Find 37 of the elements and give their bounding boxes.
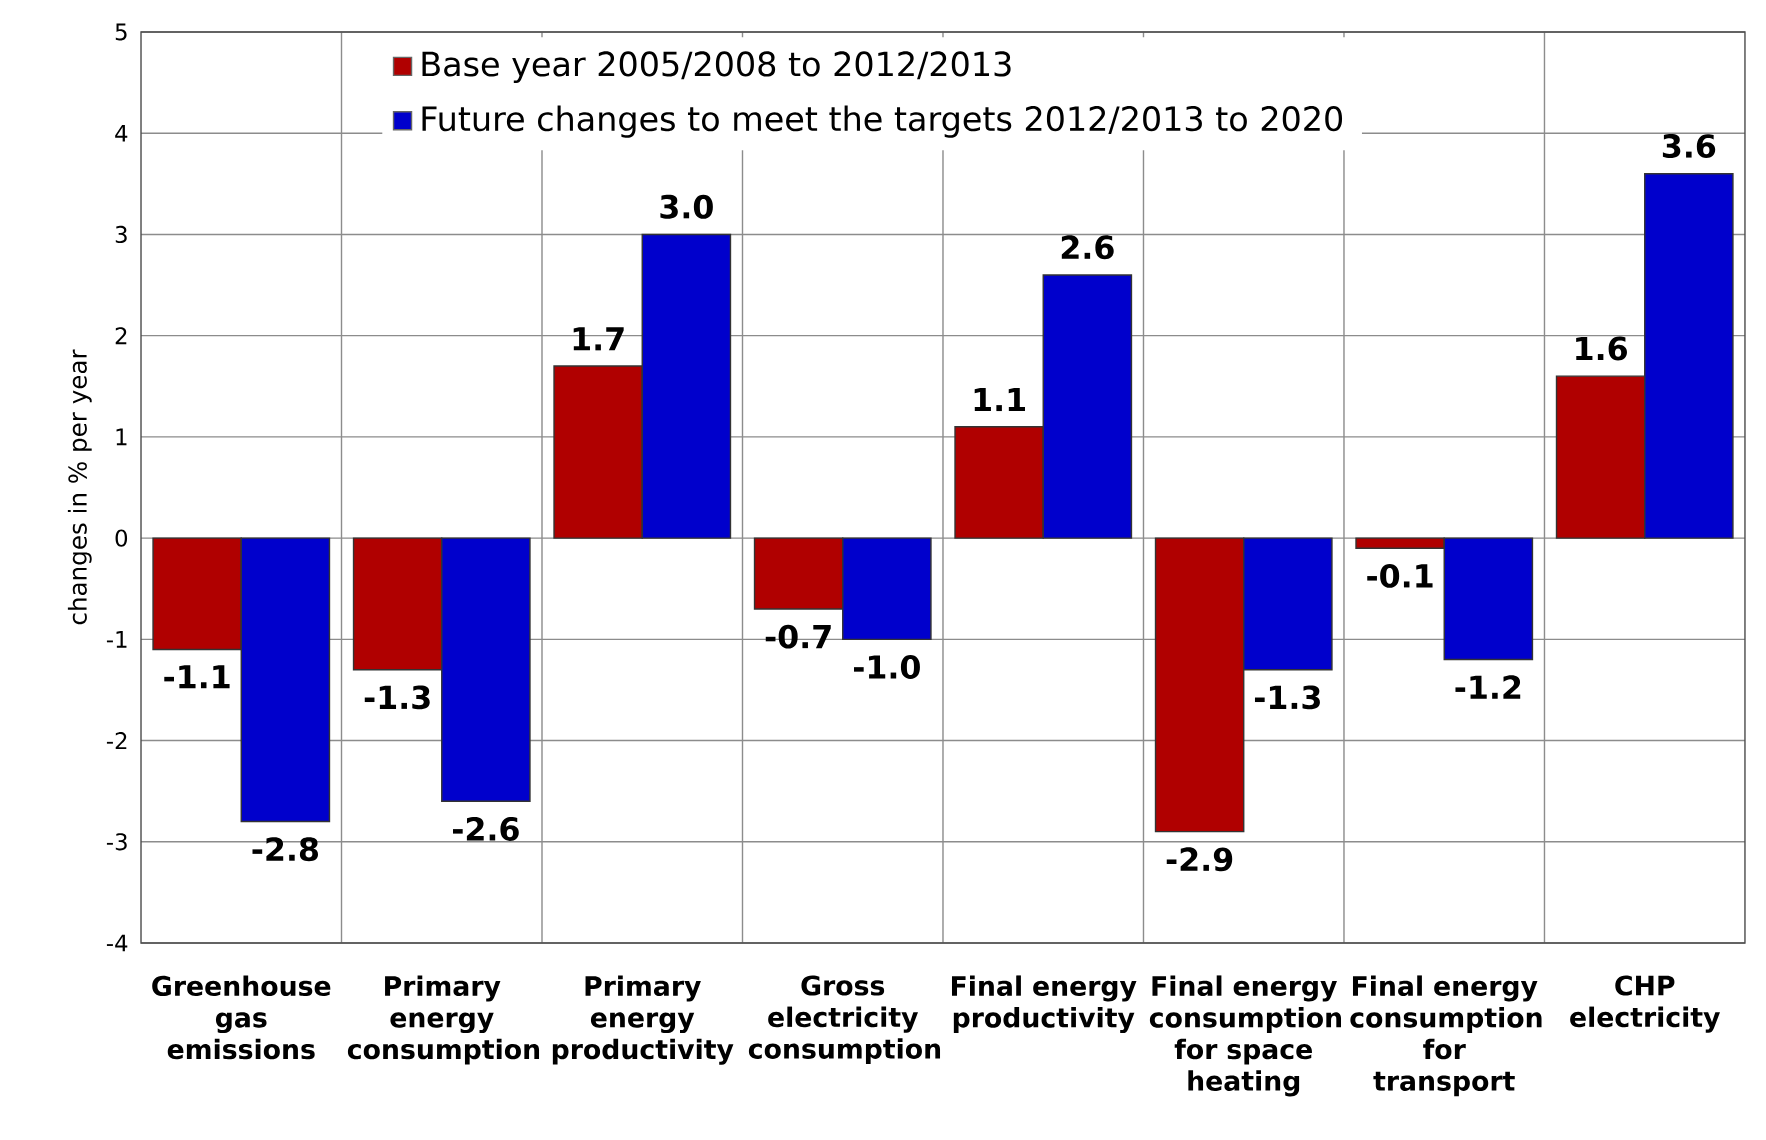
y-tick-label: 1 bbox=[116, 428, 127, 446]
data-label: 1.7 bbox=[573, 327, 624, 351]
data-label: 1.6 bbox=[1576, 336, 1627, 361]
data-label: 3.0 bbox=[660, 194, 713, 219]
y-axis-title: changes in % per year bbox=[67, 349, 92, 625]
data-label: -1.1 bbox=[164, 665, 230, 689]
x-tick-label: Primary energy consumption bbox=[347, 975, 540, 1065]
x-tick-label: Greenhouse gas emissions bbox=[152, 975, 331, 1060]
data-label: -2.8 bbox=[252, 837, 319, 862]
y-tick-label: 2 bbox=[115, 327, 127, 345]
data-label: 2.6 bbox=[1061, 235, 1114, 260]
data-label: -0.7 bbox=[765, 624, 831, 649]
y-tick-label: 0 bbox=[115, 529, 128, 547]
x-tick-label: CHP electricity bbox=[1570, 975, 1720, 1033]
y-tick-label: -2 bbox=[106, 732, 127, 750]
data-label: -2.6 bbox=[452, 816, 519, 841]
data-label: 1.1 bbox=[974, 388, 1025, 412]
x-tick-label: Final energy consumption for space heating bbox=[1149, 975, 1342, 1097]
legend-label: Base year 2005/2008 to 2012/2013 bbox=[422, 51, 1011, 84]
y-tick-label: 4 bbox=[115, 124, 128, 142]
y-tick-label: 5 bbox=[115, 23, 127, 41]
x-tick-label: Gross electricity consumption bbox=[748, 975, 941, 1065]
y-tick-label: -3 bbox=[106, 833, 127, 851]
data-label: -1.3 bbox=[364, 685, 430, 710]
data-label: -0.1 bbox=[1367, 563, 1433, 588]
x-tick-label: Primary energy productivity bbox=[552, 975, 734, 1065]
data-label: -2.9 bbox=[1166, 847, 1233, 872]
data-label: -1.0 bbox=[853, 655, 920, 679]
y-tick-label: -4 bbox=[106, 934, 128, 952]
x-tick-label: Final energy consumption for transport bbox=[1350, 975, 1542, 1097]
data-label: 3.6 bbox=[1662, 134, 1716, 159]
x-tick-label: Final energy productivity bbox=[951, 975, 1137, 1034]
legend-label: Future changes to meet the targets 2012/2013 to 2020 bbox=[422, 105, 1343, 138]
data-label: -1.3 bbox=[1254, 685, 1320, 710]
data-label: -1.2 bbox=[1455, 675, 1521, 699]
y-tick-label: 3 bbox=[115, 225, 127, 244]
y-tick-label: -1 bbox=[106, 631, 127, 648]
